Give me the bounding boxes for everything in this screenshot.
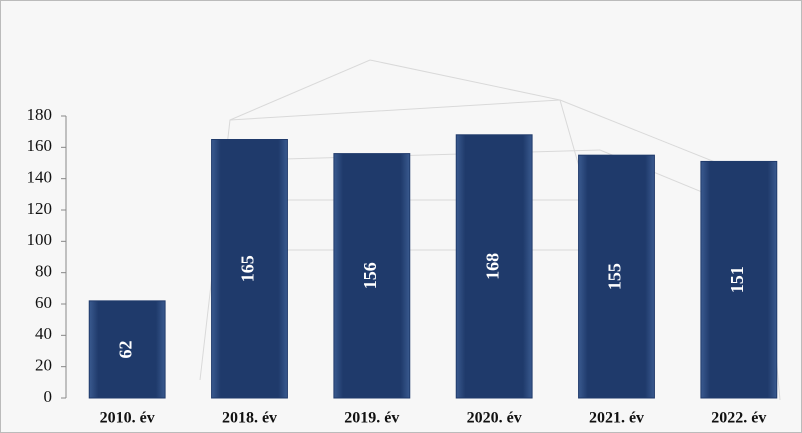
- y-tick-label: 140: [27, 168, 53, 187]
- bar: [211, 139, 288, 399]
- data-label: 62: [115, 340, 135, 358]
- y-tick-label: 100: [27, 230, 53, 249]
- x-tick-label: 2018. év: [222, 410, 277, 427]
- data-label: 168: [482, 253, 502, 280]
- x-tick-label: 2019. év: [344, 410, 399, 427]
- y-tick-label: 40: [35, 324, 52, 343]
- bar: [455, 134, 533, 399]
- y-tick-label: 0: [44, 387, 53, 406]
- y-tick-label: 80: [35, 262, 52, 281]
- x-tick-label: 2022. év: [711, 410, 766, 427]
- y-tick-label: 20: [35, 356, 52, 375]
- y-tick-label: 180: [27, 105, 53, 124]
- x-tick-label: 2010. év: [100, 410, 155, 427]
- bar: [333, 153, 411, 399]
- data-label: 165: [238, 255, 258, 282]
- y-tick-label: 160: [27, 136, 53, 155]
- data-label: 156: [360, 262, 380, 289]
- data-label: 151: [727, 266, 747, 293]
- bar: [88, 300, 166, 399]
- x-tick-label: 2021. év: [589, 410, 644, 427]
- y-tick-label: 120: [27, 199, 53, 218]
- data-label: 155: [605, 263, 625, 290]
- bar: [700, 160, 778, 399]
- y-tick-label: 60: [35, 293, 52, 312]
- bar: [578, 154, 655, 399]
- x-tick-label: 2020. év: [467, 410, 522, 427]
